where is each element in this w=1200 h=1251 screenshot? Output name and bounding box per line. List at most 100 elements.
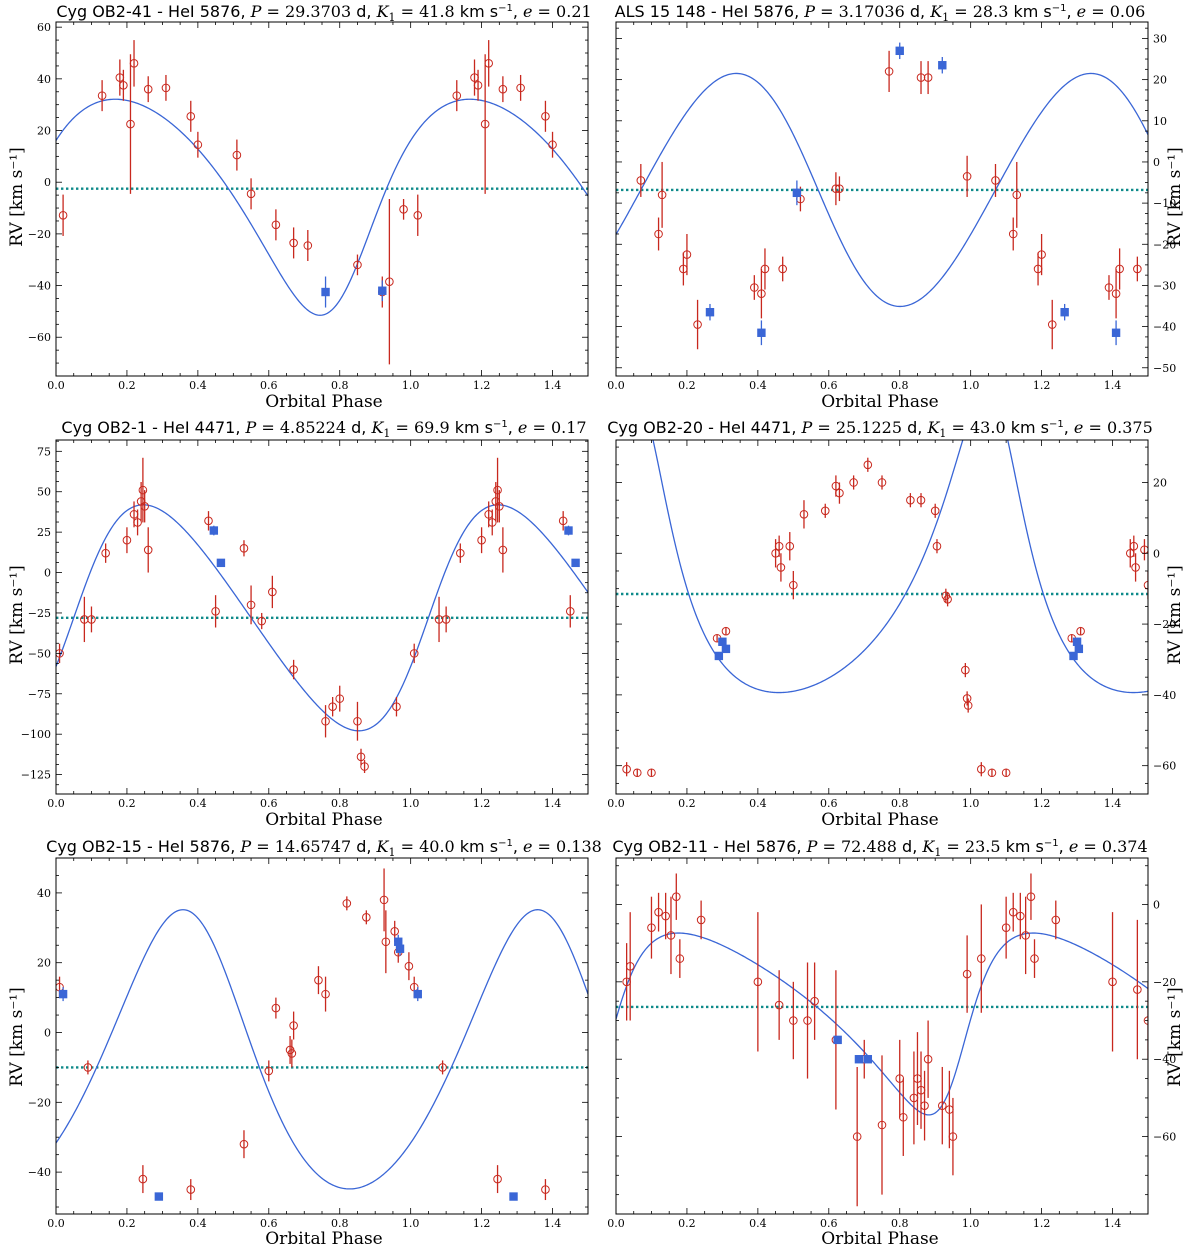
rv-point	[321, 716, 330, 726]
y-tick-label: 0	[44, 176, 51, 189]
y-tick-label: −25	[28, 607, 51, 620]
rv-point	[1001, 923, 1011, 932]
x-tick-label: 1.2	[1033, 379, 1051, 392]
rv-point	[133, 518, 142, 527]
rv-point	[943, 595, 952, 604]
rv-point	[186, 1185, 196, 1194]
x-tick-label: 0.6	[260, 1217, 278, 1230]
x-tick-label: 0.2	[678, 1217, 696, 1230]
rv-point	[916, 73, 926, 82]
y-tick-label: 0	[1153, 156, 1160, 169]
rv-point	[353, 260, 362, 270]
x-tick-label: 0.6	[260, 379, 278, 392]
y-tick-label: −20	[28, 228, 51, 241]
rv-point	[287, 1049, 297, 1058]
rv-point	[342, 899, 352, 908]
y-tick-label: −40	[28, 280, 51, 293]
rv-point	[810, 996, 819, 1006]
x-tick-label: 1.2	[473, 1217, 491, 1230]
rv-point	[516, 83, 525, 93]
panel-title: Cyg OB2-1 - HeI 4471, P = 4.85224 d, K1 …	[61, 418, 586, 440]
rv-square-point	[721, 644, 731, 654]
rv-point	[948, 1132, 958, 1141]
rv-square-point	[1074, 644, 1084, 654]
rv-point	[122, 535, 132, 545]
rv-point	[1016, 911, 1025, 921]
rv-point	[803, 1016, 812, 1025]
x-tick-label: 0.4	[749, 379, 767, 392]
rv-point	[565, 607, 575, 616]
x-axis-label: Orbital Phase	[265, 392, 383, 412]
x-axis-label: Orbital Phase	[821, 392, 939, 412]
x-tick-label: 0.0	[47, 1217, 65, 1230]
rv-point	[1104, 283, 1114, 292]
rv-point	[877, 478, 887, 487]
rv-point	[632, 768, 642, 778]
x-tick-label: 0.8	[891, 797, 909, 810]
y-tick-label: 30	[1153, 32, 1167, 45]
rv-point	[381, 937, 391, 947]
rv-point	[977, 954, 986, 963]
x-tick-label: 0.6	[820, 379, 838, 392]
rv-point	[97, 91, 107, 100]
x-tick-label: 0.2	[678, 379, 696, 392]
rv-point	[789, 580, 798, 590]
y-tick-label: 60	[37, 21, 51, 34]
y-tick-label: −20	[1153, 238, 1176, 251]
rv-square-point	[863, 1055, 873, 1064]
rv-point	[1108, 977, 1117, 987]
axes-frame	[55, 21, 589, 377]
rv-point	[487, 518, 497, 527]
x-tick-label: 1.4	[544, 797, 562, 810]
rv-point	[452, 91, 462, 100]
x-tick-label: 1.0	[962, 1217, 980, 1230]
rv-square-point	[394, 937, 403, 946]
rv-point	[1026, 892, 1036, 901]
rv-point	[399, 205, 408, 214]
rv-point	[143, 84, 153, 94]
rv-point	[129, 59, 139, 68]
y-tick-label: −40	[1153, 1053, 1176, 1066]
y-tick-label: −50	[1153, 362, 1176, 375]
rv-point	[480, 119, 490, 129]
rv-point	[799, 510, 809, 519]
x-axis-label: Orbital Phase	[265, 810, 383, 830]
orbit-model-curve	[56, 98, 588, 316]
rv-point	[161, 83, 171, 93]
rv-point	[774, 1000, 784, 1010]
rv-point	[835, 184, 844, 194]
y-tick-label: −60	[1153, 760, 1176, 773]
x-tick-label: 0.8	[891, 379, 909, 392]
rv-point	[321, 989, 330, 999]
rv-point	[661, 911, 670, 921]
rv-point	[271, 220, 281, 230]
rv-point	[657, 190, 667, 200]
rv-point	[760, 264, 770, 274]
x-tick-label: 0.4	[189, 379, 207, 392]
rv-point	[1115, 264, 1124, 274]
rv-point	[314, 975, 323, 985]
x-tick-label: 1.4	[1104, 1217, 1122, 1230]
rv-point	[963, 701, 973, 710]
y-tick-label: 0	[1153, 547, 1160, 560]
rv-point	[119, 81, 128, 90]
rv-point	[750, 283, 759, 292]
y-tick-label: 0	[1153, 898, 1160, 911]
y-tick-label: 40	[37, 73, 51, 86]
rv-point	[675, 954, 685, 963]
rv-point	[1133, 985, 1142, 994]
rv-point	[863, 460, 873, 470]
y-tick-label: 20	[1153, 476, 1167, 489]
rv-point	[83, 1063, 93, 1072]
rv-point	[498, 84, 508, 94]
x-tick-label: 1.2	[1033, 1217, 1051, 1230]
rv-point	[820, 506, 830, 516]
x-tick-label: 0.6	[820, 797, 838, 810]
rv-point	[647, 768, 656, 778]
rv-point	[385, 277, 394, 286]
panel-cyg-ob2-1: Cyg OB2-1 - HeI 4471, P = 4.85224 d, K1 …	[7, 418, 589, 830]
rv-point	[991, 176, 1000, 185]
y-tick-label: −60	[1153, 1131, 1176, 1144]
rv-point	[392, 702, 401, 712]
rv-point	[898, 1112, 908, 1122]
